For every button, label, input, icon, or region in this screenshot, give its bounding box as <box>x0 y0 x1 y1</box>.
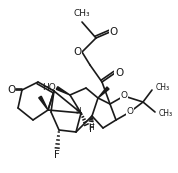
Text: H: H <box>88 122 94 131</box>
Text: O: O <box>110 27 118 37</box>
Text: CH₃: CH₃ <box>159 110 173 119</box>
Text: O: O <box>73 47 81 57</box>
Text: O: O <box>115 68 123 78</box>
Text: H: H <box>75 107 81 116</box>
Text: CH₃: CH₃ <box>156 83 170 92</box>
Text: O: O <box>8 85 16 95</box>
Polygon shape <box>56 87 70 95</box>
Text: O: O <box>127 107 134 116</box>
Text: HO: HO <box>42 84 56 93</box>
Text: F: F <box>54 150 60 160</box>
Text: CH₃: CH₃ <box>74 9 90 18</box>
Polygon shape <box>98 87 109 98</box>
Polygon shape <box>39 96 48 110</box>
Text: O: O <box>121 92 127 101</box>
Text: F: F <box>89 124 95 134</box>
